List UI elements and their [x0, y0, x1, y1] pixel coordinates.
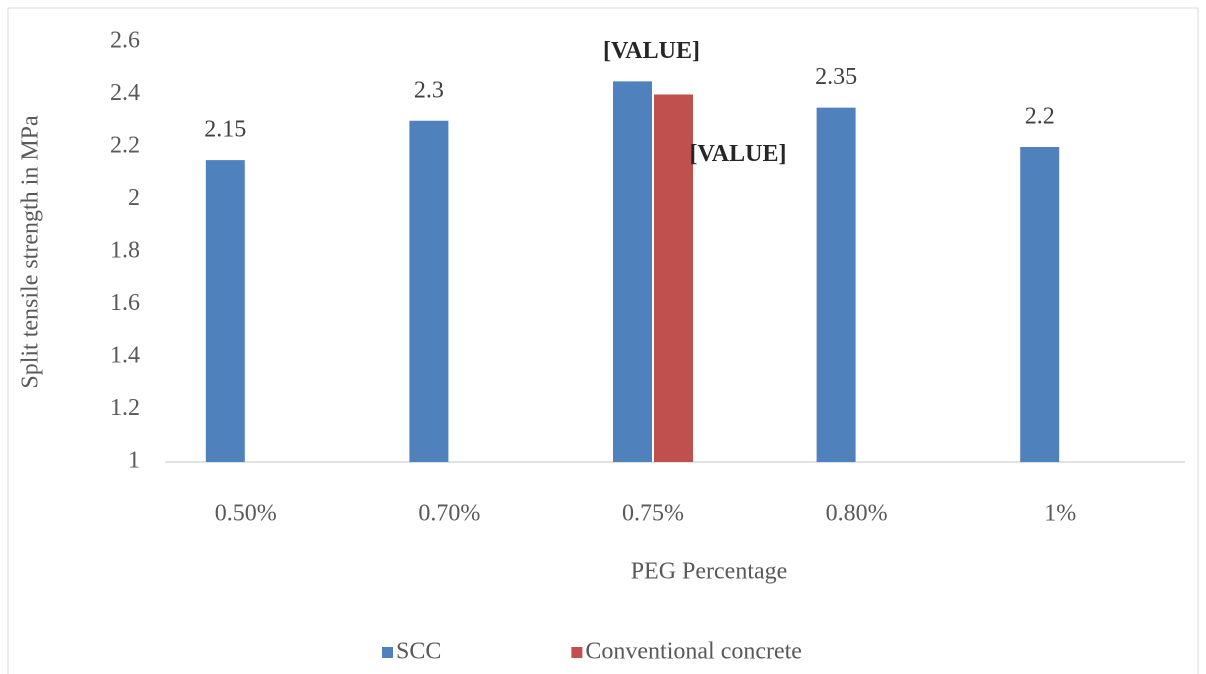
bar: [654, 94, 693, 462]
y-tick-label: 1.8: [110, 238, 140, 264]
bar: [409, 120, 449, 462]
bar: [1020, 147, 1060, 462]
legend-label: Conventional concrete: [585, 639, 802, 665]
y-tick-label: 2.2: [110, 133, 140, 159]
legend-swatch: [382, 647, 393, 658]
bar: [816, 107, 856, 462]
y-tick-label: 1.6: [110, 290, 140, 316]
data-label: [VALUE]: [690, 141, 787, 167]
chart-frame: [7, 7, 1199, 674]
x-axis-title: PEG Percentage: [631, 559, 788, 585]
x-tick-label: 0.75%: [622, 501, 684, 527]
x-tick-label: 0.80%: [826, 501, 888, 527]
y-tick-label: 1: [128, 448, 140, 474]
legend-swatch: [571, 647, 583, 658]
x-tick-label: 0.50%: [215, 501, 277, 527]
legend-label: SCC: [396, 639, 441, 665]
data-label: 2.3: [414, 77, 444, 103]
data-label: 2.2: [1025, 104, 1055, 130]
x-tick-label: 0.70%: [418, 501, 480, 527]
y-tick-label: 2.4: [110, 80, 140, 106]
y-tick-label: 2: [128, 185, 140, 211]
data-label: 2.15: [204, 117, 246, 143]
y-tick-label: 2.6: [110, 28, 140, 54]
bar: [613, 81, 652, 462]
y-tick-label: 1.4: [110, 343, 140, 369]
bar: [205, 160, 245, 462]
data-label: 2.35: [815, 64, 857, 90]
data-label: [VALUE]: [603, 38, 700, 64]
y-tick-label: 1.2: [110, 395, 140, 421]
y-axis-title: Split tensile strength in MPa: [18, 115, 44, 389]
x-tick-label: 1%: [1044, 501, 1076, 527]
